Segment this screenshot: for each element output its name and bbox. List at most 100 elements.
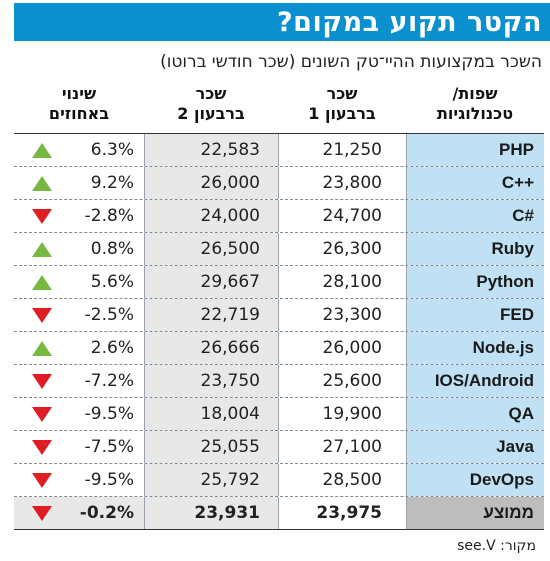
change-cell: 9.2% [14,167,144,199]
tech-cell: IOS/Android [406,365,544,397]
change-cell-text: 2.6% [90,338,134,358]
quarter-1-cell: 23,800 [278,167,406,199]
quarter-2-cell: 23,931 [144,497,278,529]
arrow-down-icon [32,440,52,455]
change-cell-text: -9.5% [84,404,134,424]
column-divider [144,431,145,463]
table-row: FED 23,300 22,719 -2.5% [14,299,544,332]
tech-cell: Node.js [406,332,544,364]
tech-cell-text: ממוצע [483,503,534,522]
quarter-2-cell: 26,000 [144,167,278,199]
column-divider [278,398,279,430]
change-cell-text: -7.2% [84,371,134,391]
quarter-1-cell-text: 23,300 [322,305,382,325]
tech-cell: DevOps [406,464,544,496]
change-cell-text: -2.5% [84,305,134,325]
tech-cell-text: IOS/Android [434,371,534,390]
quarter-1-cell-text: 23,975 [316,503,382,523]
salary-table: PHP 21,250 22,583 6.3% C++ 23,800 26,000 9.2% C#… [14,133,544,530]
tech-cell-text: Python [476,272,534,291]
column-divider [278,167,279,199]
column-divider [144,365,145,397]
quarter-2-cell: 29,667 [144,266,278,298]
quarter-1-cell-text: 27,100 [322,437,382,457]
quarter-2-cell-text: 26,500 [200,239,260,259]
arrow-up-icon [32,275,52,290]
arrow-up-icon [32,242,52,257]
quarter-1-cell: 28,500 [278,464,406,496]
quarter-2-cell-text: 23,750 [200,371,260,391]
arrow-down-icon [32,374,52,389]
tech-cell-text: C# [512,206,534,225]
change-cell-text: -0.2% [79,503,134,523]
quarter-2-cell-text: 26,666 [200,338,260,358]
table-row: Node.js 26,000 26,666 2.6% [14,332,544,365]
quarter-1-cell: 25,600 [278,365,406,397]
column-divider [144,266,145,298]
change-cell-text: 6.3% [90,140,134,160]
column-divider [144,497,145,529]
column-divider [406,398,407,430]
tech-cell: QA [406,398,544,430]
quarter-2-cell: 25,792 [144,464,278,496]
tech-cell: ממוצע [406,497,544,529]
column-divider [144,134,145,166]
quarter-2-cell-text: 26,000 [200,173,260,193]
quarter-2-cell-text: 25,055 [200,437,260,457]
column-divider [278,299,279,331]
tech-cell: Java [406,431,544,463]
column-divider [406,332,407,364]
column-divider [406,233,407,265]
tech-cell: Python [406,266,544,298]
quarter-2-cell-text: 18,004 [200,404,260,424]
change-cell: 0.8% [14,233,144,265]
column-divider [278,266,279,298]
quarter-1-cell-text: 26,300 [322,239,382,259]
quarter-2-cell-text: 29,667 [200,272,260,292]
column-divider [406,134,407,166]
arrow-down-icon [32,407,52,422]
quarter-1-cell: 26,300 [278,233,406,265]
table-row: PHP 21,250 22,583 6.3% [14,134,544,167]
column-divider [144,332,145,364]
tech-cell: FED [406,299,544,331]
quarter-1-cell-text: 23,800 [322,173,382,193]
column-divider [278,497,279,529]
quarter-2-cell-text: 23,931 [194,503,260,523]
change-cell-text: -7.5% [84,437,134,457]
change-cell: -0.2% [14,497,144,529]
column-divider [406,365,407,397]
quarter-2-cell: 26,666 [144,332,278,364]
column-divider [144,200,145,232]
quarter-2-cell: 22,719 [144,299,278,331]
column-divider [278,464,279,496]
quarter-2-cell-text: 25,792 [200,470,260,490]
table-row: IOS/Android 25,600 23,750 -7.2% [14,365,544,398]
header-quarter-2: שכר ברבעון 2 [177,84,245,123]
column-divider [278,134,279,166]
quarter-2-cell: 23,750 [144,365,278,397]
column-divider [278,332,279,364]
column-divider [144,233,145,265]
source-note: מקור: see.V [457,538,536,554]
tech-cell: PHP [406,134,544,166]
quarter-1-cell-text: 19,900 [322,404,382,424]
quarter-1-cell: 23,300 [278,299,406,331]
change-cell-text: 5.6% [90,272,134,292]
column-divider [144,299,145,331]
change-cell-text: -2.8% [84,206,134,226]
chart-subtitle: השכר במקצועות ההיי־טק השונים (שכר חודשי … [160,52,542,72]
quarter-1-cell-text: 24,700 [322,206,382,226]
header-tech: שפות/ טכנולוגיות [436,84,514,123]
arrow-up-icon [32,143,52,158]
tech-cell: Ruby [406,233,544,265]
column-divider [406,431,407,463]
column-divider [278,233,279,265]
column-divider [278,365,279,397]
title-bar: הקטר תקוע במקום? [14,3,550,41]
quarter-1-cell: 26,000 [278,332,406,364]
change-cell: -2.5% [14,299,144,331]
chart-title: הקטר תקוע במקום? [276,6,542,38]
tech-cell-text: QA [508,404,535,423]
tech-cell-text: FED [500,305,534,324]
